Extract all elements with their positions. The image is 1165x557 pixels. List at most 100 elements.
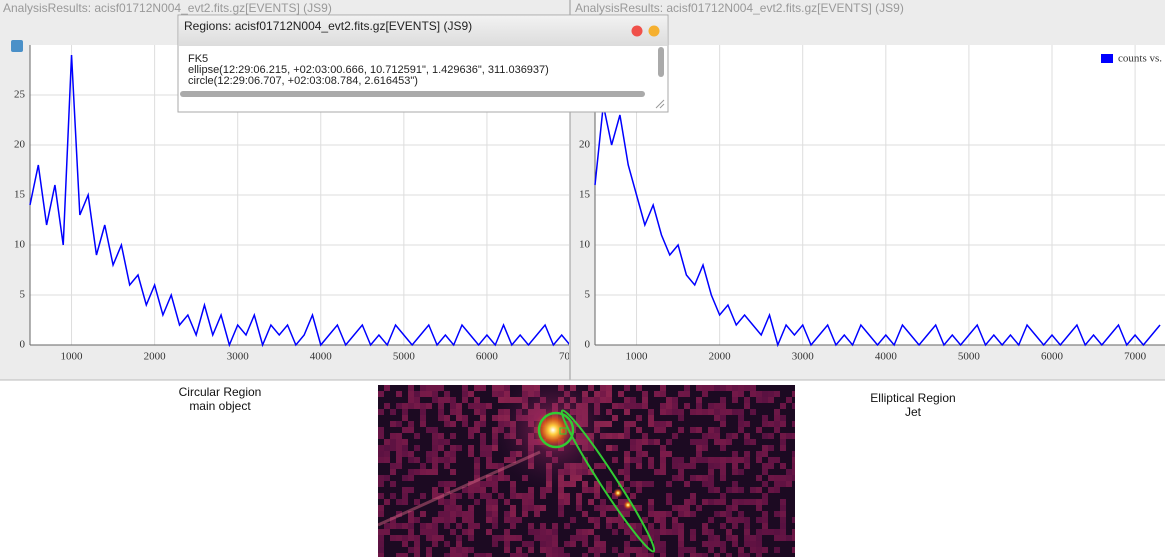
image-pixel [474,421,480,427]
window-title: AnalysisResults: acisf01712N004_evt2.fit… [575,1,904,15]
image-pixel [426,553,432,557]
image-pixel [438,481,444,487]
vertical-scrollbar[interactable] [658,47,664,77]
image-pixel [762,463,768,469]
image-pixel [612,517,618,523]
image-pixel [732,385,738,391]
image-pixel [438,535,444,541]
image-pixel [504,547,510,553]
caption: Jet [905,405,922,419]
image-pixel [378,457,384,463]
image-pixel [492,505,498,511]
image-pixel [618,433,624,439]
y-tick-label: 10 [579,239,591,251]
image-pixel [762,391,768,397]
image-pixel [486,463,492,469]
image-pixel [462,547,468,553]
image-pixel [660,547,666,553]
image-pixel [396,523,402,529]
image-pixel [744,541,750,547]
image-pixel [648,439,654,445]
close-button[interactable] [632,26,643,37]
image-pixel [390,493,396,499]
image-pixel [384,439,390,445]
image-pixel [474,385,480,391]
image-pixel [444,439,450,445]
plot-icon[interactable] [11,40,23,52]
image-pixel [492,511,498,517]
image-pixel [774,415,780,421]
image-pixel [468,535,474,541]
image-pixel [636,385,642,391]
image-pixel [660,463,666,469]
image-pixel [768,433,774,439]
image-pixel [768,475,774,481]
image-pixel [450,469,456,475]
image-pixel [756,547,762,553]
image-pixel [702,529,708,535]
image-pixel [444,541,450,547]
image-pixel [624,475,630,481]
horizontal-scrollbar[interactable] [180,91,645,97]
image-pixel [642,391,648,397]
image-pixel [792,475,798,481]
image-pixel [594,493,600,499]
image-pixel [708,475,714,481]
image-pixel [390,409,396,415]
image-pixel [426,523,432,529]
image-pixel [738,415,744,421]
image-pixel [672,403,678,409]
image-pixel [630,421,636,427]
image-pixel [378,451,384,457]
image-pixel [498,535,504,541]
image-pixel [672,523,678,529]
image-pixel [396,463,402,469]
image-pixel [780,475,786,481]
image-pixel [690,457,696,463]
x-tick-label: 7000 [1124,351,1147,363]
image-pixel [582,553,588,557]
image-pixel [702,445,708,451]
image-pixel [756,517,762,523]
image-pixel [636,547,642,553]
image-pixel [654,439,660,445]
image-pixel [444,481,450,487]
image-pixel [780,505,786,511]
image-pixel [450,403,456,409]
image-pixel [618,391,624,397]
image-pixel [390,433,396,439]
image-pixel [384,529,390,535]
legend-label: counts vs. e [1118,53,1165,65]
image-pixel [444,523,450,529]
image-pixel [426,457,432,463]
image-pixel [402,475,408,481]
image-pixel [390,439,396,445]
image-pixel [738,391,744,397]
image-pixel [426,529,432,535]
image-pixel [786,535,792,541]
image-pixel [462,397,468,403]
y-tick-label: 15 [579,189,591,201]
image-pixel [666,421,672,427]
image-pixel [702,481,708,487]
image-pixel [642,481,648,487]
image-pixel [504,529,510,535]
image-pixel [510,553,516,557]
image-pixel [414,469,420,475]
image-pixel [714,439,720,445]
image-pixel [732,433,738,439]
image-pixel [720,409,726,415]
image-pixel [654,535,660,541]
image-pixel [690,439,696,445]
image-pixel [402,553,408,557]
image-pixel [780,415,786,421]
image-pixel [378,529,384,535]
image-pixel [492,463,498,469]
image-pixel [708,457,714,463]
minimize-button[interactable] [649,26,660,37]
image-pixel [732,451,738,457]
image-pixel [708,529,714,535]
image-pixel [780,535,786,541]
image-pixel [522,505,528,511]
image-pixel [612,433,618,439]
